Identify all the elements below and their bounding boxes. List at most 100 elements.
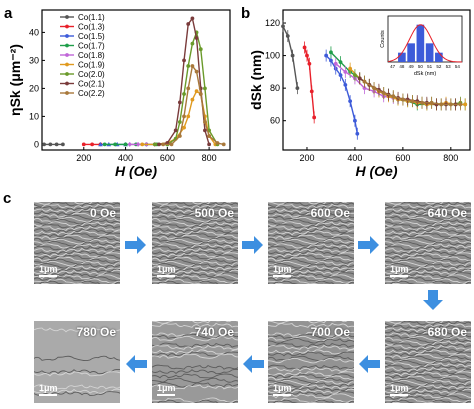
domain-stripe <box>152 343 238 347</box>
scale-bar: 1μm <box>273 383 292 396</box>
chart-a: 200 400 600 800010203040H (Oe)ηSk (μm⁻²)Co(… <box>7 10 230 179</box>
inset-x-tick-label: 50 <box>418 64 424 69</box>
domain-stripe <box>152 248 238 252</box>
domain-stripe <box>152 277 238 281</box>
data-point <box>329 50 333 54</box>
x-tick-label-a: 200 <box>76 153 91 163</box>
domain-stripe <box>385 277 471 281</box>
legend-swatch-marker <box>65 72 69 76</box>
domain-image-4: 640 Oe 1μm <box>385 202 471 284</box>
series-line-a-7 <box>159 18 209 144</box>
y-tick-label-a: 40 <box>29 27 39 37</box>
legend-entry: Co(2.1) <box>78 80 105 89</box>
data-point <box>363 80 367 84</box>
domain-stripe <box>34 277 120 281</box>
x-axis-label-b: H (Oe) <box>356 163 398 179</box>
data-point <box>186 64 190 68</box>
domain-stripe <box>268 343 354 347</box>
domain-stripe <box>268 226 354 230</box>
data-point <box>216 141 220 145</box>
scale-bar-line <box>157 394 175 396</box>
data-point <box>303 46 307 50</box>
legend-entry: Co(2.2) <box>78 89 105 98</box>
data-point <box>182 92 186 96</box>
scale-bar-line <box>390 275 408 277</box>
data-point <box>339 73 343 77</box>
y-tick-label-a: 20 <box>29 83 39 93</box>
domain-image-6: 700 Oe 1μm <box>268 321 354 403</box>
data-point <box>343 70 347 74</box>
domain-stripe <box>34 356 120 360</box>
data-point <box>305 54 309 58</box>
data-point <box>174 129 178 133</box>
data-point <box>182 126 186 130</box>
domain-image-2: 500 Oe 1μm <box>152 202 238 284</box>
data-point <box>353 73 357 77</box>
field-label: 0 Oe <box>90 206 116 220</box>
inset-x-tick-label: 48 <box>399 64 405 69</box>
domain-stripe <box>152 321 238 323</box>
x-tick-label-b: 400 <box>347 153 362 163</box>
panel-c-image-sequence: c 0 Oe 1μm 500 Oe 1μm 600 Oe 1μm 640 Oe 1μm 680 … <box>0 188 474 409</box>
domain-stripe <box>268 376 354 380</box>
data-point <box>281 24 285 28</box>
data-point <box>186 115 190 119</box>
data-point <box>182 115 186 119</box>
legend-entry: Co(1.7) <box>78 42 105 51</box>
data-point <box>334 62 338 66</box>
y-tick-label-a: 0 <box>34 139 39 149</box>
data-point <box>61 143 65 147</box>
domain-stripe <box>268 345 354 349</box>
arrow-left-icon <box>357 353 381 375</box>
series-line-a-8 <box>163 66 224 144</box>
legend-swatch-marker <box>65 63 69 67</box>
field-label: 740 Oe <box>195 325 234 339</box>
scale-bar: 1μm <box>157 264 176 277</box>
data-point <box>170 143 174 147</box>
data-point <box>348 67 352 71</box>
data-point <box>353 119 357 123</box>
scale-bar-label: 1μm <box>390 264 409 274</box>
data-point <box>203 129 207 133</box>
data-point <box>401 98 405 102</box>
legend-swatch-marker <box>65 15 69 19</box>
data-point <box>82 143 86 147</box>
data-point <box>157 143 161 147</box>
data-point <box>186 87 190 91</box>
arrow-right-icon <box>124 234 148 256</box>
domain-stripe <box>385 396 471 400</box>
arrow-left-icon <box>124 353 148 375</box>
chart-b: 200 400 600 8006080100120H (Oe)dSk (nm) 47 48… <box>248 10 470 179</box>
legend-entry: Co(1.9) <box>78 61 105 70</box>
panel-letter-a: a <box>4 5 13 22</box>
data-point <box>439 103 443 107</box>
field-label: 500 Oe <box>195 206 234 220</box>
scale-bar-label: 1μm <box>390 383 409 393</box>
domain-image-7: 740 Oe 1μm <box>152 321 238 403</box>
scale-bar-label: 1μm <box>273 264 292 274</box>
field-label: 780 Oe <box>77 325 116 339</box>
data-point <box>178 120 182 124</box>
domain-stripe <box>385 376 471 380</box>
legend-swatch-marker <box>65 91 69 95</box>
domain-stripe <box>34 369 120 373</box>
domain-stripe <box>152 226 238 230</box>
scale-bar-line <box>273 394 291 396</box>
field-label: 640 Oe <box>428 206 467 220</box>
y-tick-label-a: 30 <box>29 55 39 65</box>
scale-bar: 1μm <box>39 264 58 277</box>
domain-stripe <box>34 248 120 252</box>
data-point <box>348 99 352 103</box>
domain-stripe <box>268 277 354 281</box>
panel-letter-b: b <box>241 5 250 22</box>
scale-bar: 1μm <box>157 383 176 396</box>
legend-entry: Co(2.0) <box>78 70 105 79</box>
data-point <box>195 36 199 40</box>
domain-stripe <box>385 248 471 252</box>
arrow-right-icon <box>357 234 381 256</box>
data-point <box>203 87 207 91</box>
data-point <box>411 99 415 103</box>
data-point <box>355 132 359 136</box>
inset-x-tick-label: 53 <box>446 64 452 69</box>
legend-swatch-marker <box>65 53 69 57</box>
